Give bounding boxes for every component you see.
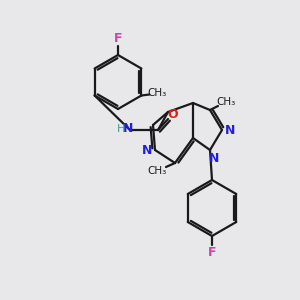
Text: F: F	[114, 32, 122, 46]
Text: N: N	[142, 143, 152, 157]
Text: F: F	[208, 247, 216, 260]
Text: CH₃: CH₃	[216, 97, 236, 107]
Text: CH₃: CH₃	[147, 166, 167, 176]
Text: N: N	[209, 152, 219, 166]
Text: CH₃: CH₃	[148, 88, 167, 98]
Text: N: N	[225, 124, 235, 136]
Text: H: H	[117, 124, 125, 134]
Text: O: O	[168, 109, 178, 122]
Text: N: N	[123, 122, 133, 136]
